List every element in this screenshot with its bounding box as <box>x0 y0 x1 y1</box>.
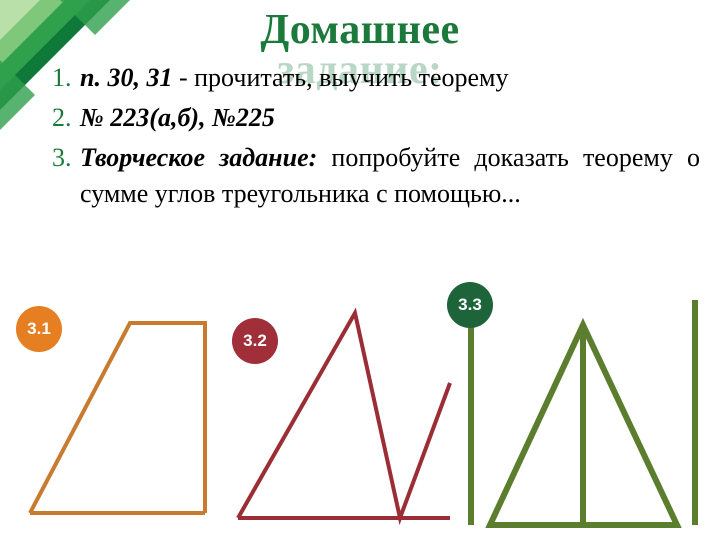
item-bold: Творческое задание: <box>80 143 317 172</box>
figure-3-2: 3.2 <box>220 298 455 530</box>
figures-row: 3.1 3.2 3.3 <box>10 285 700 530</box>
list-item: 1. п. 30, 31 - прочитать, выучить теорем… <box>52 60 700 96</box>
list-item: 2. № 223(а,б), №225 <box>52 100 700 136</box>
item-number: 2. <box>52 100 72 136</box>
triangle-3-svg <box>455 290 710 530</box>
list-item: 3. Творческое задание: попробуйте доказа… <box>52 140 700 212</box>
figure-3-1: 3.1 <box>10 298 220 530</box>
homework-list: 1. п. 30, 31 - прочитать, выучить теорем… <box>52 60 700 216</box>
item-bold: № 223(а,б), №225 <box>80 103 275 132</box>
figure-badge: 3.3 <box>447 282 493 328</box>
figure-3-3: 3.3 <box>455 290 710 530</box>
slide: Домашнее задание: 1. п. 30, 31 - прочита… <box>0 0 720 540</box>
figure-badge: 3.2 <box>232 318 278 364</box>
item-number: 1. <box>52 60 72 96</box>
item-bold: п. 30, 31 <box>80 63 172 92</box>
item-rest: - прочитать, выучить теорему <box>172 63 508 92</box>
item-number: 3. <box>52 140 72 176</box>
figure-badge: 3.1 <box>16 306 62 352</box>
